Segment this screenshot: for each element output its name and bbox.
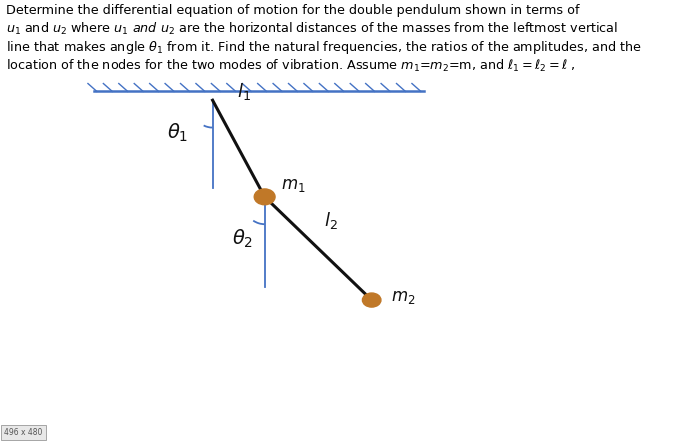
Text: $l_1$: $l_1$ <box>237 81 251 102</box>
Text: $l_2$: $l_2$ <box>324 210 338 232</box>
Circle shape <box>363 293 381 307</box>
Circle shape <box>255 189 275 205</box>
Text: $m_2$: $m_2$ <box>391 288 416 305</box>
Text: location of the nodes for the two modes of vibration. Assume $m_1$=$m_2$=m, and : location of the nodes for the two modes … <box>6 57 576 74</box>
Text: line that makes angle $\theta_1$ from it. Find the natural frequencies, the rati: line that makes angle $\theta_1$ from it… <box>6 39 642 56</box>
Text: $u_1$ and $u_2$ where $u_1$ $and$ $u_2$ are the horizontal distances of the mass: $u_1$ and $u_2$ where $u_1$ $and$ $u_2$ … <box>6 21 618 37</box>
Text: Determine the differential equation of motion for the double pendulum shown in t: Determine the differential equation of m… <box>6 4 579 17</box>
Text: $\theta_2$: $\theta_2$ <box>232 228 253 250</box>
Text: $m_1$: $m_1$ <box>281 175 306 194</box>
Text: $\theta_1$: $\theta_1$ <box>167 122 189 144</box>
Text: 496 x 480: 496 x 480 <box>4 428 43 437</box>
